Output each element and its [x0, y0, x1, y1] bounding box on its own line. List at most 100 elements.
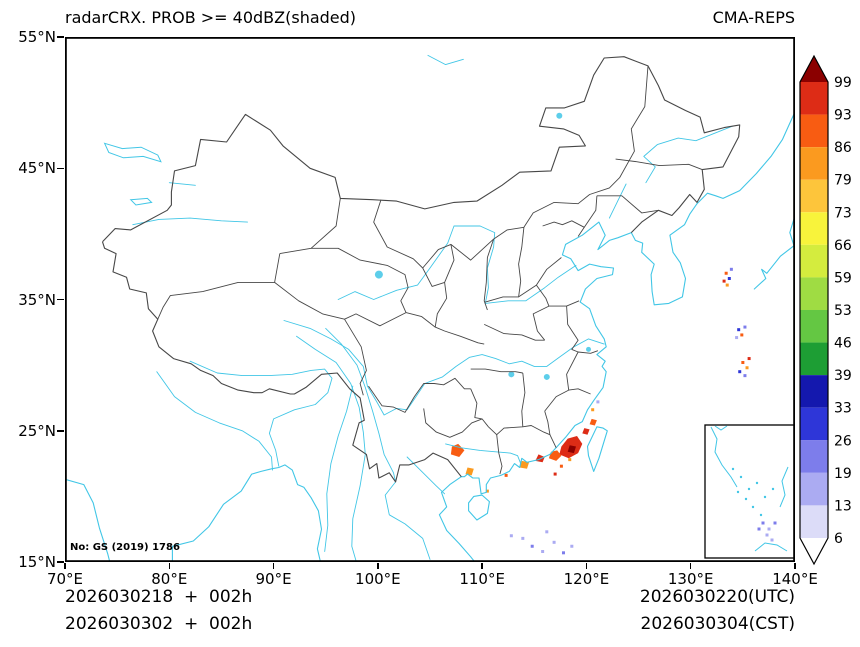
x-axis-tick-label: 90°E [255, 570, 292, 588]
colorbar-segment [800, 147, 828, 180]
colorbar-tick-label: 39 [834, 368, 852, 384]
prob-shaded-cell [747, 357, 751, 361]
x-axis-tick-label: 120°E [563, 570, 610, 588]
inset-island-dot [759, 513, 763, 517]
y-axis-tick-label: 35°N [18, 290, 56, 309]
prob-shaded-cell [743, 325, 747, 329]
x-axis-tick-mark [481, 563, 483, 569]
province-border [311, 247, 409, 313]
province-border [368, 377, 471, 413]
prob-shaded-cell [530, 544, 534, 548]
inset-prob-cell [757, 527, 761, 531]
inset-prob-cell [761, 521, 765, 525]
inset-island-dot [731, 467, 735, 471]
province-border [518, 257, 562, 298]
x-axis-tick-label: 130°E [667, 570, 714, 588]
inset-coastline [714, 425, 728, 431]
inset-island-dot [747, 487, 751, 491]
river-line [168, 182, 196, 186]
lake [543, 373, 550, 380]
x-axis-tick-mark [585, 563, 588, 569]
province-border [532, 284, 550, 341]
prob-shaded-area [519, 460, 530, 469]
x-axis-tick-label: 140°E [772, 570, 818, 588]
colorbar-segment [800, 114, 828, 148]
coastline [586, 426, 608, 472]
lake [556, 112, 563, 119]
prob-shaded-cell [553, 472, 557, 476]
model-name-label: CMA-REPS [712, 8, 795, 27]
colorbar-segment [800, 179, 828, 213]
lake [586, 346, 592, 352]
river-line [445, 443, 522, 465]
coastline [438, 476, 476, 562]
province-border [548, 300, 580, 307]
inset-prob-cell [770, 538, 774, 542]
river-line [324, 385, 354, 552]
prob-shaded-area [465, 467, 474, 476]
province-border [470, 388, 483, 420]
init-time-cst: 2026030302 + 002h [65, 614, 253, 634]
prob-shaded-area [589, 418, 597, 426]
y-axis-tick-mark [57, 561, 64, 563]
y-axis-tick-label: 25°N [18, 421, 56, 440]
coastline [65, 478, 111, 562]
province-border [544, 388, 591, 412]
province-border [423, 408, 489, 438]
river-line [325, 327, 431, 560]
prob-shaded-cell [722, 279, 726, 283]
x-axis-tick-label: 100°E [355, 570, 401, 588]
river-line [608, 183, 627, 219]
prob-shaded-cell [559, 464, 563, 468]
prob-shaded-cell [504, 473, 508, 477]
inset-island-dot [763, 495, 767, 499]
colorbar-segment [800, 309, 828, 343]
province-border [470, 368, 523, 374]
y-axis-tick-mark [57, 36, 64, 38]
prob-shaded-cell [521, 536, 525, 540]
river-line [643, 125, 733, 184]
prob-shaded-cell [485, 489, 489, 493]
river-line [132, 217, 248, 226]
province-border [484, 323, 545, 341]
prob-shaded-cell [545, 530, 549, 534]
colorbar-tick-label: 6 [834, 531, 843, 547]
province-border [450, 65, 649, 261]
prob-shaded-area [450, 443, 465, 457]
colorbar-tick-label: 46 [834, 336, 852, 352]
colorbar-under-arrow [800, 537, 828, 564]
china-map-canvas [65, 37, 795, 562]
river-line [427, 54, 464, 66]
province-border [405, 312, 485, 345]
inset-coastline [779, 466, 789, 508]
y-axis-tick-mark [57, 430, 64, 432]
province-border [615, 158, 703, 171]
river-line [156, 371, 273, 471]
colorbar-tick-label: 86 [834, 140, 852, 156]
province-border [157, 253, 281, 320]
lake [508, 371, 515, 378]
prob-shaded-area [548, 450, 562, 461]
province-border [496, 434, 503, 475]
prob-shaded-cell [727, 277, 731, 280]
x-axis-tick-label: 80°E [151, 570, 188, 588]
province-border [373, 199, 424, 269]
colorbar-tick-label: 33 [834, 401, 852, 417]
colorbar-segment [800, 440, 828, 473]
colorbar-over-arrow [800, 56, 828, 82]
colorbar-tick-label: 99 [834, 75, 852, 91]
colorbar-segment [800, 472, 828, 506]
province-border [434, 282, 448, 328]
coastline [630, 203, 698, 306]
y-axis-tick-label: 15°N [18, 553, 56, 571]
colorbar-outline [799, 54, 829, 566]
prob-shaded-cell [541, 550, 545, 553]
colorbar-segment [800, 82, 828, 115]
map-license-note: No: GS (2019) 1786 [70, 542, 180, 553]
prob-shaded-cell [552, 540, 556, 544]
prob-shaded-cell [741, 361, 745, 364]
init-time-utc: 2026030218 + 002h [65, 587, 253, 607]
prob-shaded-cell [561, 551, 565, 555]
colorbar-segment [800, 407, 828, 441]
